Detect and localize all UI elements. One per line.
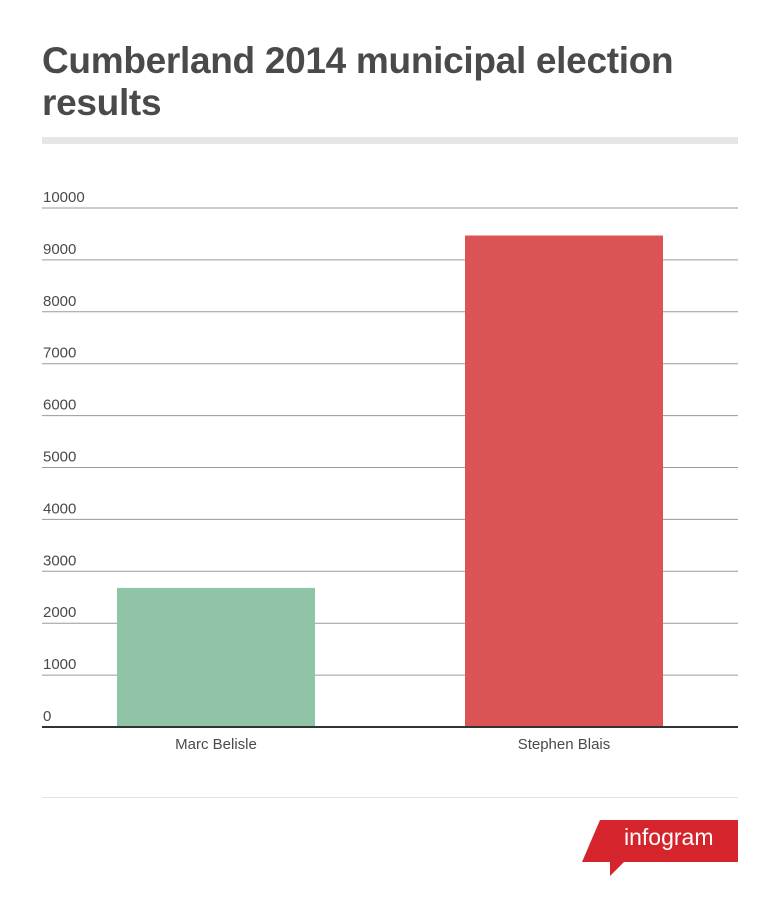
y-tick-label: 4000 [43, 500, 76, 517]
chart-title: Cumberland 2014 municipal election resul… [42, 40, 674, 123]
bar [465, 235, 663, 727]
x-tick-label: Stephen Blais [518, 736, 611, 753]
y-tick-label: 0 [43, 708, 51, 725]
y-tick-label: 6000 [43, 397, 76, 414]
y-tick-label: 8000 [43, 293, 76, 310]
logo-text: infogram [624, 824, 714, 850]
infogram-logo-shape [582, 820, 738, 876]
x-tick-label: Marc Belisle [175, 736, 257, 753]
y-tick-label: 5000 [43, 449, 76, 466]
y-tick-label: 10000 [43, 189, 85, 206]
footer-divider [42, 797, 738, 798]
y-tick-label: 2000 [43, 604, 76, 621]
title-divider [42, 137, 738, 144]
infogram-logo[interactable]: infogram [580, 818, 738, 878]
bar [117, 587, 315, 727]
y-tick-label: 3000 [43, 552, 76, 569]
y-tick-label: 7000 [43, 345, 76, 362]
y-tick-label: 1000 [43, 656, 76, 673]
bar-chart: 0 1000 2000 3000 4000 5000 6000 7000 8000 9000 100… [42, 189, 738, 753]
y-tick-label: 9000 [43, 241, 76, 258]
logo-flag-shape [582, 820, 738, 876]
